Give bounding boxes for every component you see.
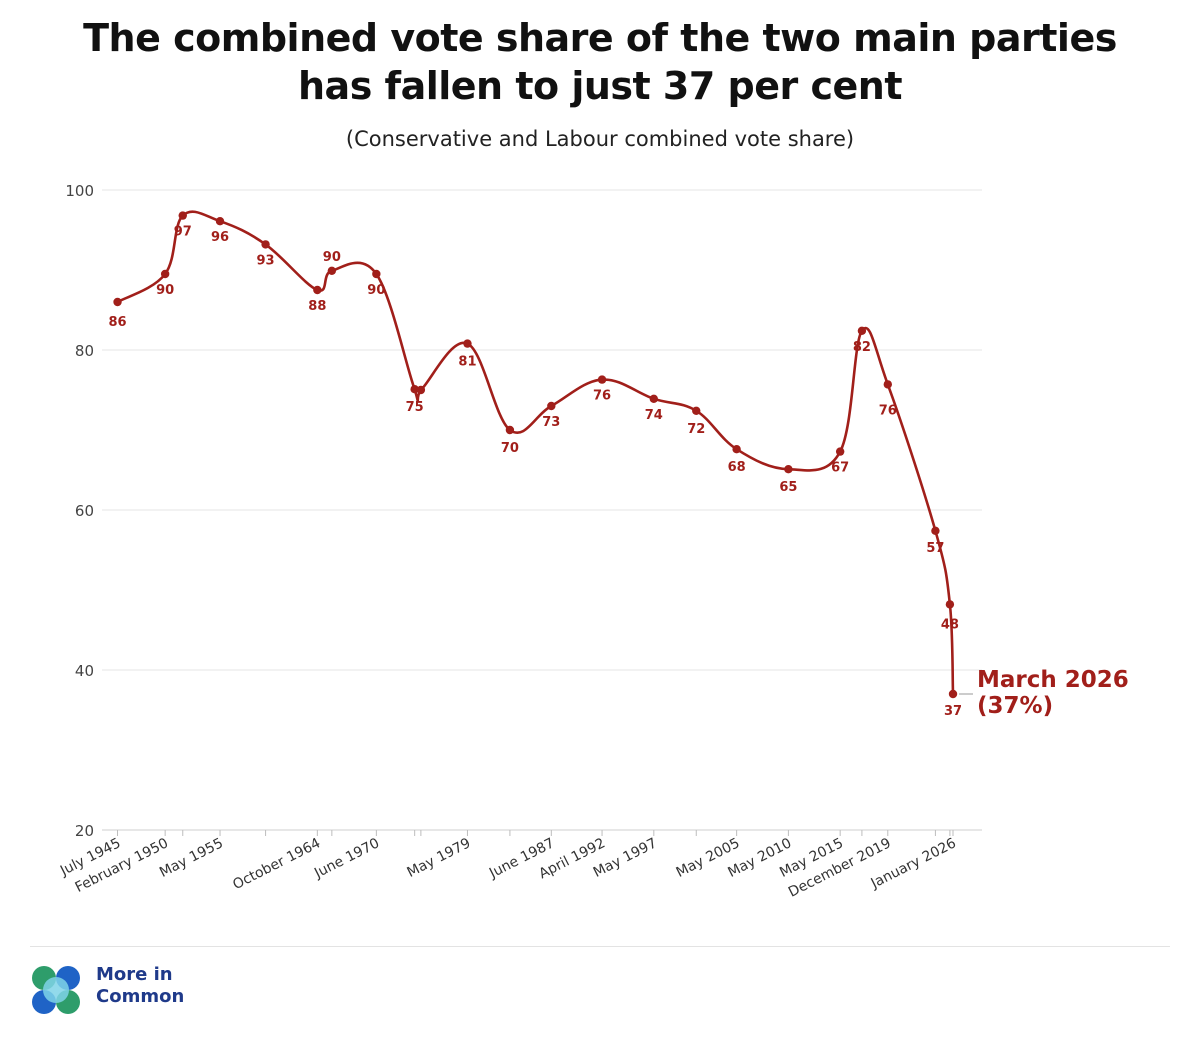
x-tick-label: June 1970 (311, 835, 382, 882)
grid-lines (102, 189, 982, 831)
data-point (883, 380, 892, 389)
data-point (835, 447, 845, 456)
series-path (116, 210, 955, 695)
x-tick-label: October 1964 (230, 835, 323, 893)
logo-line-1: More in (96, 964, 173, 985)
data-point (597, 375, 607, 384)
data-point (416, 385, 426, 395)
data-label: 93 (257, 253, 275, 268)
y-tick-label: 20 (75, 822, 94, 840)
data-point (113, 297, 122, 307)
data-label: 67 (831, 461, 849, 476)
data-point (784, 465, 793, 474)
y-tick-label: 40 (75, 662, 94, 680)
annotation-line-1: March 2026 (977, 667, 1129, 693)
data-point (372, 269, 381, 279)
data-label: 57 (926, 541, 944, 556)
data-point (261, 240, 270, 249)
data-point (732, 445, 741, 454)
data-label: 75 (406, 400, 424, 415)
data-label: 76 (593, 389, 611, 404)
data-point (215, 217, 225, 226)
data-point (857, 326, 867, 335)
data-labels: 86 90 97 96 93 88 90 90 75 81 70 73 76 74 72 68 65 67 82 76… (108, 225, 962, 719)
data-point (931, 526, 940, 535)
data-label: 88 (308, 299, 326, 314)
data-label: 72 (687, 422, 705, 437)
data-label: 82 (853, 340, 871, 355)
data-label: 65 (779, 480, 797, 495)
data-point (948, 689, 958, 699)
data-label: 96 (211, 230, 229, 245)
more-in-common-logo-icon (32, 966, 80, 1014)
data-label: 90 (323, 250, 341, 265)
data-label: 68 (728, 460, 746, 475)
data-label: 74 (645, 408, 663, 423)
data-label: 86 (108, 315, 126, 330)
x-tick-label: May 1979 (405, 835, 474, 881)
logo-wordmark: More in Common (96, 964, 236, 1008)
data-point (463, 339, 472, 348)
logo-line-2: Common (96, 986, 185, 1007)
chart-title: The combined vote share of the two main … (0, 14, 1200, 110)
y-tick-label: 80 (75, 342, 94, 360)
data-point (649, 394, 659, 403)
annotation-line-2: (37%) (977, 693, 1053, 719)
x-tick-label: May 1955 (157, 835, 226, 881)
data-point (327, 266, 337, 275)
data-point (547, 401, 556, 411)
data-label: 73 (542, 415, 560, 430)
data-label: 90 (156, 283, 174, 298)
annotation: March 2026(37%) (959, 667, 1129, 719)
y-tick-label: 60 (75, 502, 94, 520)
data-point (945, 600, 955, 609)
data-point (692, 406, 701, 415)
data-point (505, 425, 515, 435)
data-label: 37 (944, 704, 962, 719)
title-line-2: has fallen to just 37 per cent (298, 64, 902, 108)
data-label: 81 (458, 355, 476, 370)
y-tick-label: 100 (65, 182, 94, 200)
data-points (113, 211, 958, 699)
data-point (410, 385, 419, 394)
chart-subtitle: (Conservative and Labour combined vote s… (345, 127, 855, 151)
series-line (116, 210, 955, 695)
data-label: 70 (501, 441, 519, 456)
footer-divider (30, 946, 1170, 947)
title-line-1: The combined vote share of the two main … (83, 16, 1117, 60)
data-label: 97 (174, 225, 192, 240)
data-point (160, 269, 170, 279)
data-point (313, 285, 322, 295)
data-label: 76 (879, 403, 897, 418)
data-label: 48 (941, 617, 959, 632)
data-point (178, 211, 187, 220)
data-label: 90 (367, 283, 385, 298)
